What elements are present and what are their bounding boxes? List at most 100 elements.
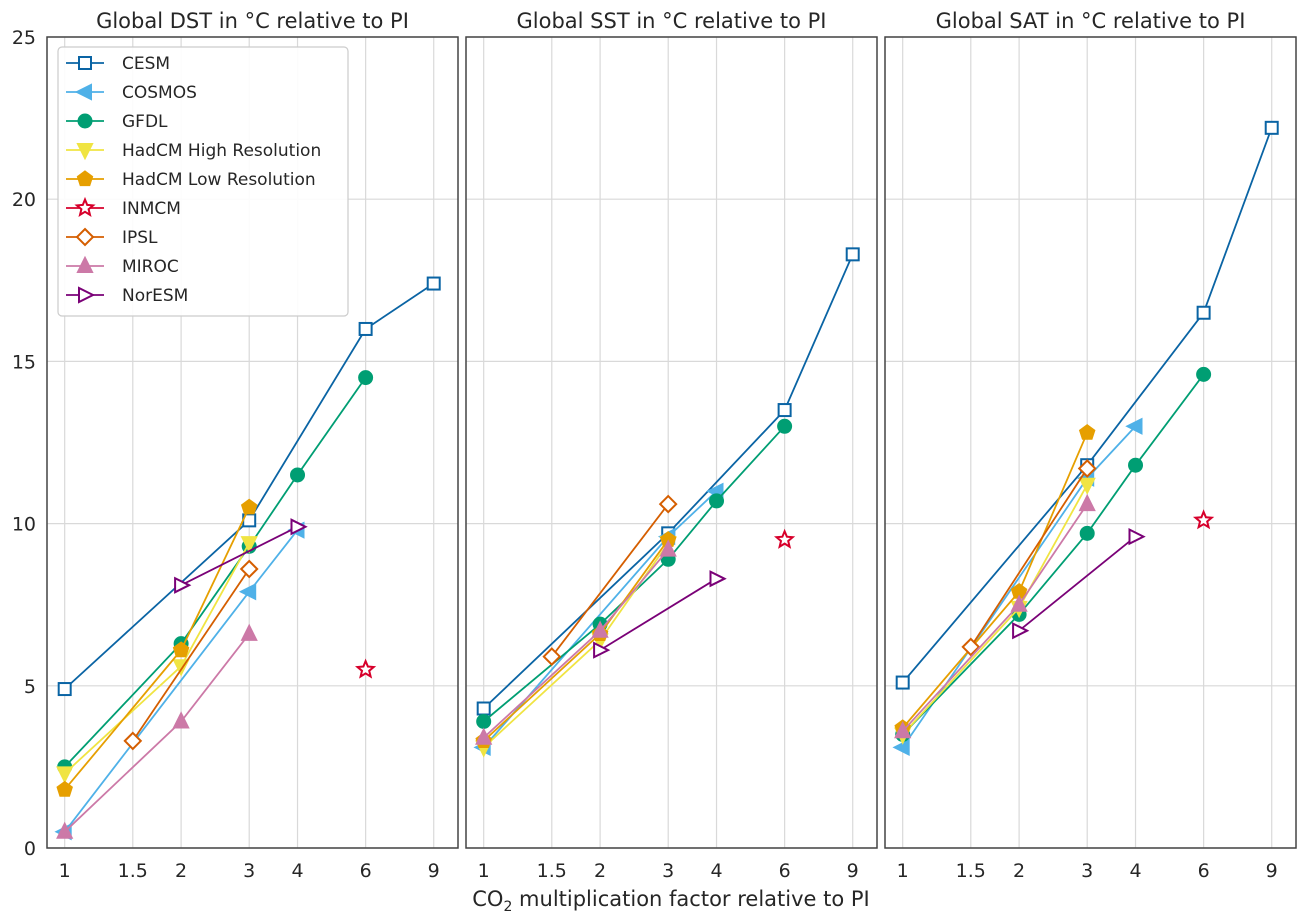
legend-label: GFDL bbox=[122, 112, 168, 132]
data-point bbox=[358, 321, 373, 336]
series-miroc bbox=[894, 493, 1096, 739]
legend-entry: HadCM Low Resolution bbox=[66, 170, 316, 190]
panel-title: Global SAT in °C relative to PI bbox=[936, 9, 1246, 33]
legend-entry: MIROC bbox=[66, 255, 179, 277]
y-tick-label: 20 bbox=[12, 189, 36, 211]
x-tick-label: 6 bbox=[360, 860, 372, 882]
series-line bbox=[483, 539, 669, 742]
data-point bbox=[240, 498, 258, 515]
data-point bbox=[961, 637, 981, 657]
data-point bbox=[56, 821, 74, 839]
legend-entry: NorESM bbox=[66, 286, 188, 306]
x-tick-label: 3 bbox=[243, 860, 255, 882]
data-point bbox=[895, 675, 910, 690]
series-noresm bbox=[174, 518, 308, 594]
series-line bbox=[902, 432, 1089, 729]
x-tick-label: 2 bbox=[175, 860, 187, 882]
data-point bbox=[777, 418, 793, 434]
panel-frame bbox=[884, 36, 1297, 849]
x-tick-label: 9 bbox=[847, 860, 859, 882]
legend-entry: GFDL bbox=[66, 112, 168, 132]
y-tick-label: 15 bbox=[12, 351, 36, 373]
x-tick-label: 1.5 bbox=[537, 860, 567, 882]
series-miroc bbox=[475, 539, 677, 745]
legend-marker bbox=[78, 286, 96, 304]
x-tick-label: 2 bbox=[594, 860, 606, 882]
data-point bbox=[777, 403, 792, 418]
x-tick-label: 4 bbox=[291, 860, 303, 882]
data-point bbox=[172, 641, 190, 658]
series-cosmos bbox=[54, 521, 305, 841]
data-point bbox=[1264, 120, 1279, 135]
x-tick-label: 9 bbox=[1266, 860, 1278, 882]
legend-entry: HadCM High Resolution bbox=[66, 141, 321, 161]
series-hadcm-low-resolution bbox=[475, 531, 677, 748]
series-inmcm bbox=[355, 658, 377, 679]
data-point bbox=[426, 276, 441, 291]
panel-frame bbox=[465, 36, 878, 849]
legend-label: HadCM High Resolution bbox=[122, 141, 321, 161]
data-point bbox=[238, 583, 257, 601]
series-line bbox=[1018, 535, 1137, 632]
series-line bbox=[599, 577, 717, 651]
x-tick-label: 3 bbox=[1081, 860, 1093, 882]
data-point bbox=[358, 370, 374, 386]
y-tick-label: 0 bbox=[24, 838, 36, 860]
data-point bbox=[290, 467, 306, 483]
data-point bbox=[239, 559, 259, 579]
panel-title: Global SST in °C relative to PI bbox=[517, 9, 827, 33]
data-point bbox=[593, 641, 611, 659]
data-point bbox=[774, 528, 796, 549]
data-point bbox=[591, 620, 609, 638]
legend-box bbox=[57, 46, 349, 317]
series-noresm bbox=[1012, 527, 1146, 640]
data-point bbox=[476, 701, 491, 716]
data-point bbox=[1196, 305, 1211, 320]
legend-label: COSMOS bbox=[122, 83, 197, 103]
legend-marker bbox=[74, 196, 96, 218]
legend-marker bbox=[75, 227, 95, 247]
legend-entry: INMCM bbox=[66, 196, 181, 219]
series-cesm bbox=[57, 276, 441, 697]
legend-entry: COSMOS bbox=[66, 83, 197, 103]
x-tick-label: 1 bbox=[59, 860, 71, 882]
data-point bbox=[1078, 493, 1096, 512]
data-point bbox=[1128, 457, 1144, 473]
legend-marker bbox=[77, 113, 93, 129]
data-point bbox=[709, 493, 725, 509]
x-tick-label: 1.5 bbox=[956, 860, 986, 882]
legend-label: NorESM bbox=[122, 286, 188, 306]
data-point bbox=[1128, 527, 1146, 546]
data-point bbox=[1192, 509, 1215, 530]
panel-2: 1 1.5 2 3 4 6 9 Global SST in °C relative to PI bbox=[465, 9, 878, 882]
legend-marker bbox=[76, 143, 94, 161]
data-point bbox=[355, 658, 377, 679]
data-point bbox=[56, 780, 73, 797]
series-line bbox=[483, 253, 854, 710]
data-point bbox=[894, 720, 912, 739]
data-point bbox=[240, 536, 258, 554]
data-point bbox=[476, 713, 492, 729]
legend-marker bbox=[76, 170, 94, 187]
x-tick-label: 3 bbox=[662, 860, 674, 882]
data-point bbox=[1010, 594, 1028, 612]
data-point bbox=[659, 539, 677, 557]
series-line bbox=[64, 377, 367, 768]
data-point bbox=[709, 570, 727, 588]
panel-frame bbox=[46, 36, 459, 849]
x-tick-label: 6 bbox=[1198, 860, 1210, 882]
data-point bbox=[172, 711, 190, 729]
x-tick-label: 4 bbox=[710, 860, 722, 882]
x-tick-label: 4 bbox=[1129, 860, 1141, 882]
legend-label: MIROC bbox=[122, 257, 179, 277]
data-point bbox=[1078, 424, 1096, 440]
legend-label: INMCM bbox=[122, 199, 181, 219]
data-point bbox=[1125, 417, 1143, 435]
data-point bbox=[1077, 459, 1097, 478]
data-point bbox=[658, 494, 678, 514]
legend-label: CESM bbox=[122, 54, 170, 74]
legend-entry: IPSL bbox=[66, 227, 158, 248]
x-tick-label: 9 bbox=[428, 860, 440, 882]
data-point bbox=[1079, 525, 1095, 541]
